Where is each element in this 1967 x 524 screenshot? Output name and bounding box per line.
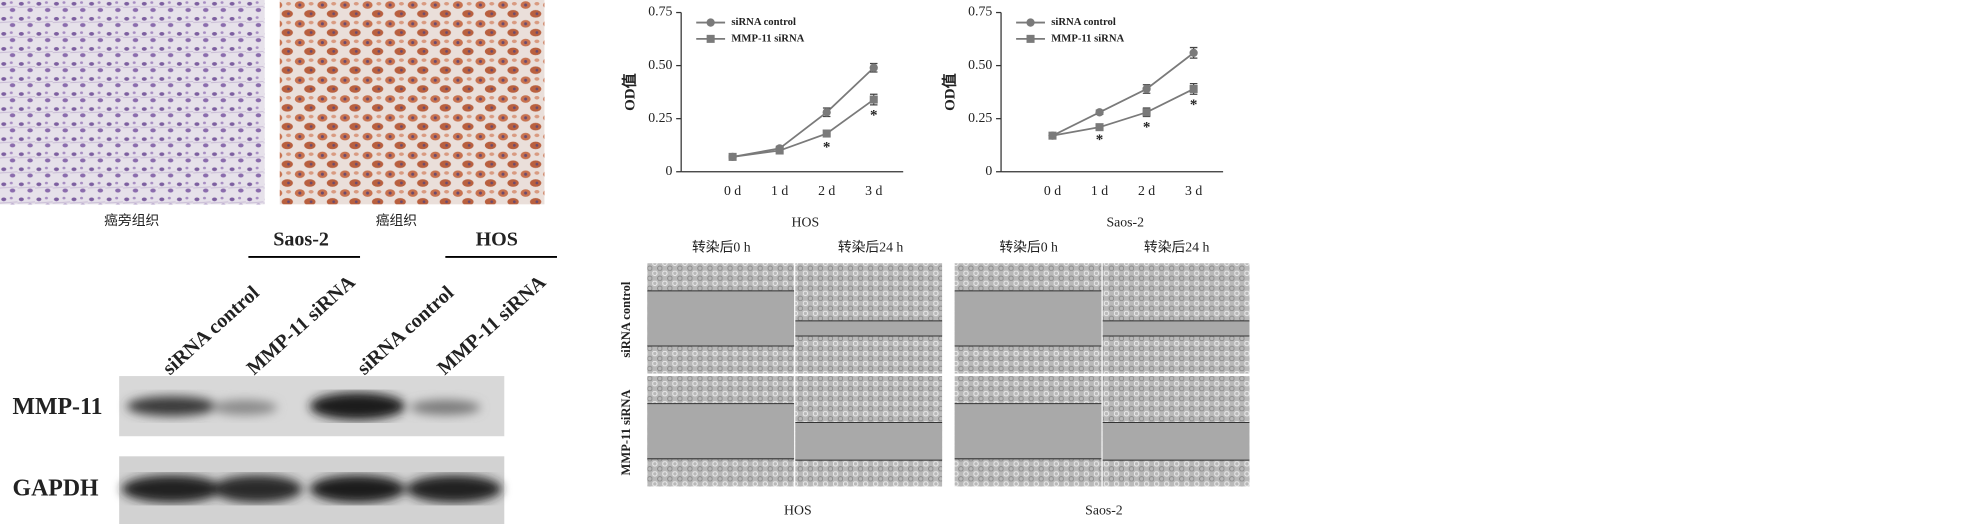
x-tick-label: 3 d [865,183,882,198]
caption: Saos-2 [1085,503,1123,518]
marker [1142,84,1151,94]
lane-label: MMP-11 siRNA [433,271,550,380]
wound-gap [647,403,795,459]
x-tick-label: 2 d [1138,183,1155,198]
marker [1095,108,1104,117]
legend-marker [1026,34,1035,43]
group-label: Saos-2 [273,228,329,250]
x-tick-label: 3 d [1185,183,1202,198]
caption: 癌组织 [376,213,417,228]
row-label: MMP-11 siRNA [619,390,633,476]
wound-gap [647,290,795,346]
legend-label: MMP-11 siRNA [1051,33,1124,44]
caption: HOS [784,503,812,518]
lane-label: MMP-11 siRNA [243,271,360,380]
y-tick-label: 0.50 [648,57,672,72]
y-tick-label: 0.25 [968,110,992,125]
column-header: 转染后24 h [1144,239,1210,254]
histology-image [279,0,545,205]
wound-gap [1102,320,1250,336]
column-header: 转染后0 h [999,239,1058,254]
significance: * [1143,119,1151,135]
significance: * [823,139,831,155]
wound-image [795,263,943,374]
x-axis-label: Saos-2 [1106,214,1144,229]
y-tick-label: 0 [665,163,672,178]
marker [775,146,784,155]
y-tick-label: 0 [985,163,992,178]
marker [1189,84,1198,93]
y-axis-label: OD值 [940,73,958,111]
row-label: siRNA control [619,281,633,357]
marker [1142,108,1151,117]
y-tick-label: 0.25 [648,110,672,125]
line [732,67,875,158]
bands [121,475,502,503]
x-tick-label: 1 d [771,183,788,198]
legend-label: MMP-11 siRNA [731,33,804,44]
marker [822,108,831,117]
marker [869,63,878,72]
wound-gap [795,320,943,336]
line [732,98,875,158]
legend-marker [706,34,715,43]
marker [1189,48,1198,58]
legend-marker [706,18,715,27]
column-header: 转染后24 h [838,239,904,254]
wound-gap [795,422,943,461]
histology-image [0,0,265,205]
row-label: GAPDH [13,476,99,502]
significance: * [1190,97,1198,113]
significance: * [1096,132,1104,148]
line [1052,52,1195,137]
marker [869,95,878,104]
marker [728,152,737,161]
y-tick-label: 0.50 [968,57,992,72]
x-tick-label: 2 d [818,183,835,198]
caption: 癌旁组织 [104,212,159,228]
wound-gap [954,403,1102,459]
line [1052,88,1195,137]
bands [126,392,481,420]
y-axis-label: OD值 [620,73,638,111]
x-tick-label: 1 d [1091,183,1108,198]
legend-label: siRNA control [1051,17,1116,28]
marker [822,129,831,138]
x-axis-label: HOS [792,214,820,229]
significance: * [870,108,878,124]
marker [1048,131,1057,140]
y-tick-label: 0.75 [968,4,992,19]
x-tick-label: 0 d [724,183,741,198]
wound-image [1102,263,1250,374]
wound-gap [954,290,1102,346]
column-header: 转染后0 h [692,239,751,254]
y-tick-label: 0.75 [648,4,672,19]
legend-marker [1026,18,1035,27]
group-label: HOS [476,228,518,250]
legend-label: siRNA control [731,17,796,28]
marker [1095,123,1104,132]
wound-gap [1102,422,1250,461]
row-label: MMP-11 [13,394,103,420]
x-tick-label: 0 d [1044,183,1061,198]
